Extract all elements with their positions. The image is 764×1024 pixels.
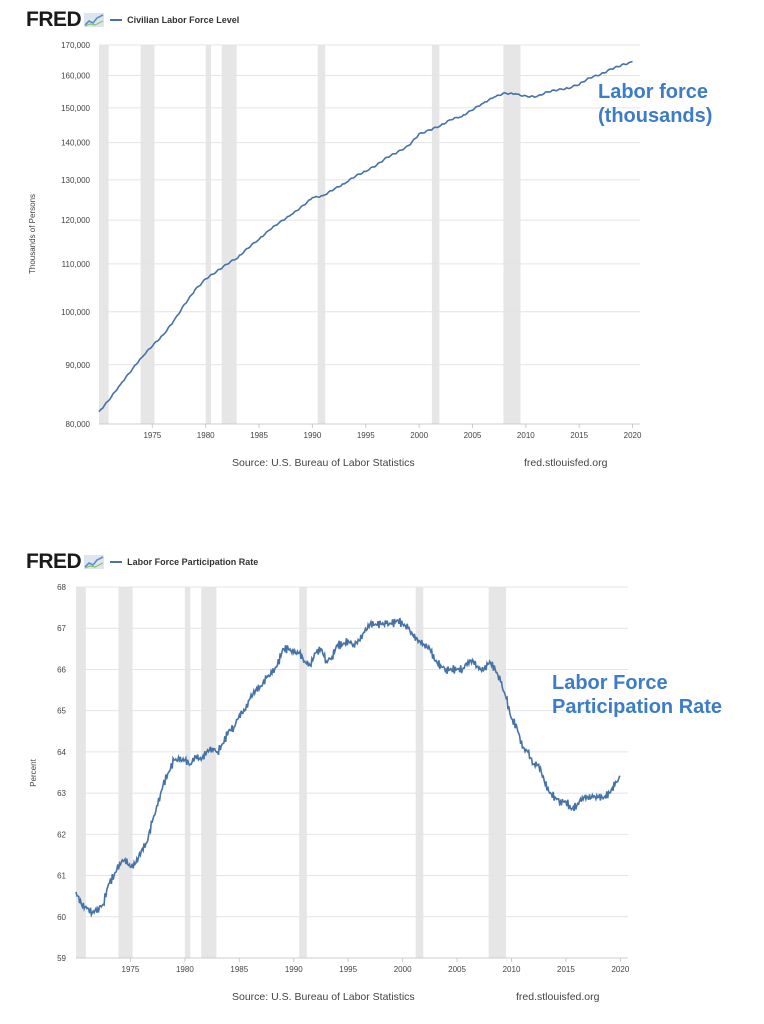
recession-band-2: [140, 45, 155, 424]
fred-logo: FRED: [26, 8, 82, 31]
chart2-source: Source: U.S. Bureau of Labor Statistics: [232, 991, 415, 1003]
y-tick-label: 170,000: [61, 41, 90, 50]
x-tick-label: 2020: [611, 965, 629, 974]
y-tick-label: 90,000: [66, 361, 91, 370]
y-tick-label: 140,000: [61, 139, 90, 148]
x-tick-label: 1985: [250, 431, 268, 440]
x-tick-label: 2005: [448, 965, 466, 974]
x-tick-label: 1980: [176, 965, 194, 974]
recession-band-5: [299, 587, 307, 958]
x-tick-label: 2015: [570, 431, 588, 440]
chart2-annotation-line1: Labor Force: [552, 672, 668, 694]
x-tick-label: 2020: [624, 431, 642, 440]
recession-band-7: [503, 45, 521, 424]
y-tick-label: 62: [57, 830, 66, 839]
y-tick-label: 120,000: [61, 216, 90, 225]
y-tick-label: 150,000: [61, 104, 90, 113]
y-tick-label: 65: [57, 707, 66, 716]
recession-band-4: [221, 45, 237, 424]
x-tick-label: 1975: [143, 431, 161, 440]
chart1-site: fred.stlouisfed.org: [524, 457, 608, 469]
y-tick-label: 63: [57, 789, 66, 798]
x-tick-label: 1985: [230, 965, 248, 974]
chart1-header: FRED Civilian Labor Force Level: [26, 8, 239, 32]
x-tick-label: 1975: [122, 965, 140, 974]
chart2-header: FRED Labor Force Participation Rate: [26, 550, 258, 574]
chart2-site: fred.stlouisfed.org: [516, 991, 600, 1003]
chart1-annotation-line2: (thousands): [598, 105, 713, 127]
recession-band-1: [99, 45, 109, 424]
y-tick-label: 59: [57, 954, 66, 963]
x-tick-label: 1980: [197, 431, 215, 440]
recession-band-6: [415, 587, 424, 958]
recession-band-3: [184, 587, 191, 958]
y-tick-label: 60: [57, 913, 66, 922]
y-tick-label: 100,000: [61, 308, 90, 317]
recession-band-1: [76, 587, 86, 958]
legend-label: Civilian Labor Force Level: [127, 15, 240, 25]
fred-chart-icon: [84, 13, 105, 27]
chart1-svg: 80,000 90,000 100,000 110,000 120,000 130,000…: [28, 41, 642, 440]
recession-band-3: [205, 45, 212, 424]
x-tick-label: 2010: [517, 431, 535, 440]
y-tick-label: 130,000: [61, 176, 90, 185]
y-tick-label: 61: [57, 872, 66, 881]
y-tick-label: 110,000: [62, 260, 91, 269]
series-line-participation-rate: [75, 617, 621, 918]
x-tick-label: 1995: [339, 965, 357, 974]
y-axis-title: Percent: [29, 758, 38, 786]
recession-band-7: [488, 587, 507, 958]
x-tick-label: 2010: [503, 965, 521, 974]
recession-band-6: [431, 45, 440, 424]
legend-line-swatch: [110, 561, 123, 563]
recession-band-2: [118, 587, 133, 958]
x-tick-label: 2005: [464, 431, 482, 440]
fred-chart-icon: [84, 555, 105, 569]
x-tick-label: 2015: [557, 965, 575, 974]
x-tick-label: 2000: [410, 431, 428, 440]
chart2-annotation-line2: Participation Rate: [552, 696, 723, 718]
y-tick-label: 68: [57, 583, 66, 592]
y-axis-title: Thousands of Persons: [28, 194, 37, 274]
chart1-source: Source: U.S. Bureau of Labor Statistics: [232, 457, 415, 469]
series-line-civilian-labor-force: [98, 60, 633, 413]
x-tick-label: 1995: [357, 431, 375, 440]
x-tick-label: 1990: [285, 965, 303, 974]
legend-label: Labor Force Participation Rate: [127, 557, 259, 567]
chart1-annotation: Labor force (thousands): [598, 80, 712, 128]
chart1-annotation-line1: Labor force: [598, 81, 709, 103]
recession-band-5: [317, 45, 326, 424]
x-tick-label: 2000: [394, 965, 412, 974]
y-tick-label: 66: [57, 665, 66, 674]
legend-line-swatch: [110, 19, 123, 21]
recession-band-4: [201, 587, 217, 958]
y-tick-label: 80,000: [66, 420, 91, 429]
y-tick-label: 64: [57, 748, 66, 757]
y-tick-label: 67: [57, 624, 66, 633]
chart2-annotation: Labor Force Participation Rate: [552, 671, 722, 719]
y-tick-label: 160,000: [61, 71, 90, 80]
fred-logo: FRED: [26, 550, 82, 573]
x-tick-label: 1990: [304, 431, 322, 440]
